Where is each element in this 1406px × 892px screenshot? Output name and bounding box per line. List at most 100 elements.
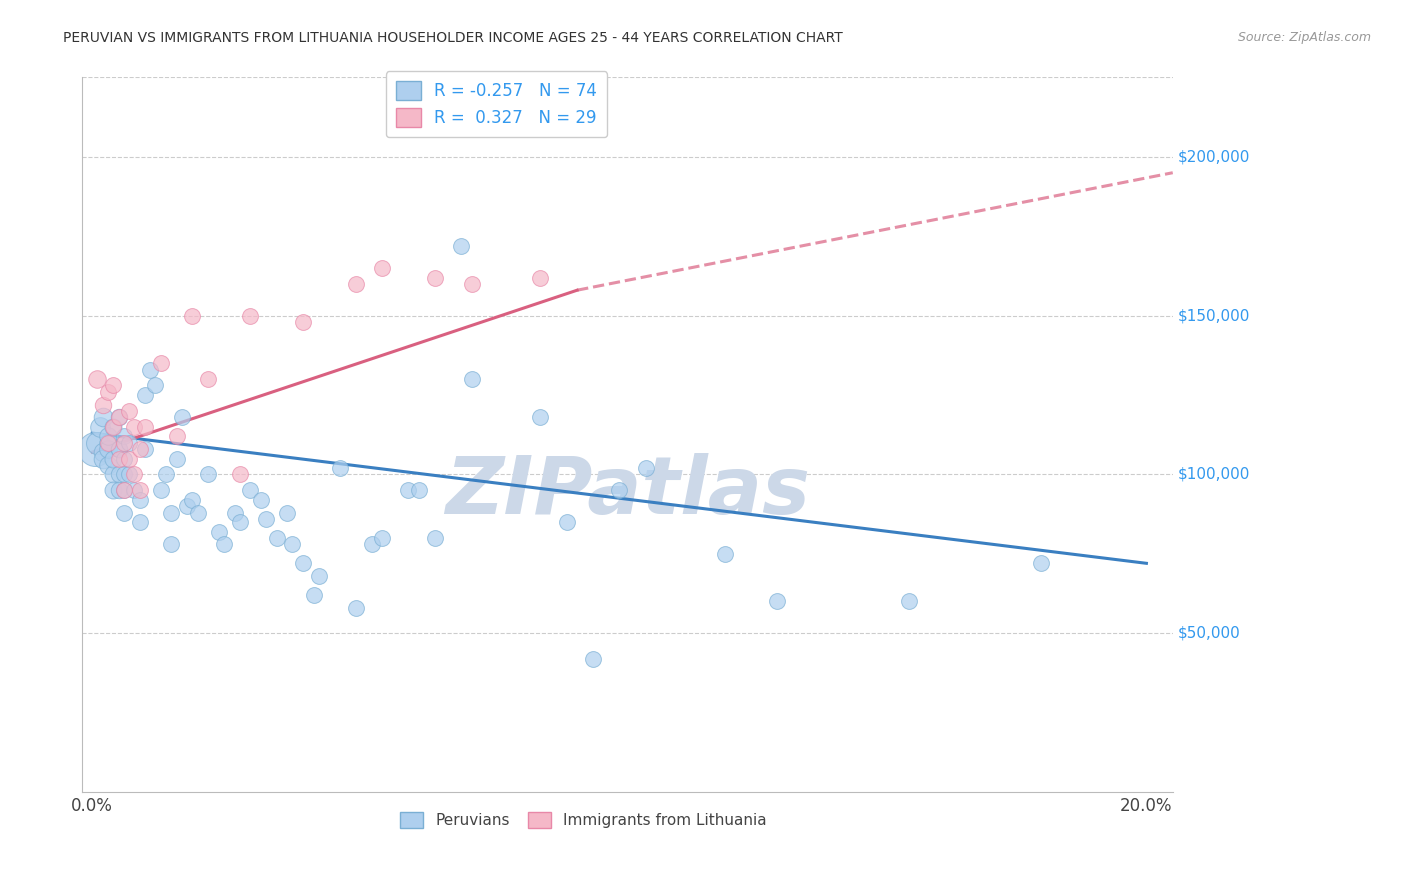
Point xyxy=(224,506,246,520)
Point xyxy=(344,600,367,615)
Point xyxy=(128,483,150,498)
Point xyxy=(197,467,219,482)
Point xyxy=(112,429,135,443)
Point xyxy=(176,499,198,513)
Point xyxy=(107,451,129,466)
Point xyxy=(97,429,120,443)
Point xyxy=(91,398,114,412)
Point xyxy=(107,483,129,498)
Legend: Peruvians, Immigrants from Lithuania: Peruvians, Immigrants from Lithuania xyxy=(394,805,773,834)
Point xyxy=(166,429,188,443)
Point xyxy=(103,467,125,482)
Point xyxy=(86,435,108,450)
Point xyxy=(181,492,204,507)
Point xyxy=(160,537,183,551)
Point xyxy=(239,309,262,323)
Point xyxy=(398,483,420,498)
Point xyxy=(86,372,108,386)
Point xyxy=(112,506,135,520)
Point xyxy=(149,356,172,370)
Point xyxy=(408,483,430,498)
Point xyxy=(292,315,315,329)
Point xyxy=(89,419,111,434)
Point xyxy=(107,410,129,425)
Point xyxy=(292,557,315,571)
Point xyxy=(460,277,482,291)
Point xyxy=(582,651,605,665)
Point xyxy=(423,531,446,545)
Point xyxy=(308,569,330,583)
Point xyxy=(107,442,129,456)
Point xyxy=(607,483,630,498)
Point xyxy=(187,506,209,520)
Point xyxy=(266,531,288,545)
Point xyxy=(1029,557,1052,571)
Point xyxy=(254,512,277,526)
Point xyxy=(112,483,135,498)
Point xyxy=(91,410,114,425)
Point xyxy=(97,384,120,399)
Point xyxy=(450,239,472,253)
Point xyxy=(371,531,394,545)
Point xyxy=(634,461,657,475)
Text: ZIPatlas: ZIPatlas xyxy=(444,453,810,531)
Text: $150,000: $150,000 xyxy=(1178,308,1250,323)
Point xyxy=(155,467,177,482)
Point xyxy=(112,451,135,466)
Text: $100,000: $100,000 xyxy=(1178,467,1250,482)
Text: $200,000: $200,000 xyxy=(1178,149,1250,164)
Point xyxy=(139,362,162,376)
Point xyxy=(91,445,114,459)
Point xyxy=(112,435,135,450)
Point xyxy=(107,410,129,425)
Point xyxy=(460,372,482,386)
Point xyxy=(97,458,120,472)
Text: Source: ZipAtlas.com: Source: ZipAtlas.com xyxy=(1237,31,1371,45)
Point xyxy=(103,483,125,498)
Point xyxy=(128,442,150,456)
Point xyxy=(97,435,120,450)
Point xyxy=(197,372,219,386)
Point xyxy=(112,467,135,482)
Point xyxy=(134,388,156,402)
Point xyxy=(91,451,114,466)
Point xyxy=(766,594,789,608)
Point xyxy=(124,419,146,434)
Point xyxy=(107,467,129,482)
Point xyxy=(134,442,156,456)
Point xyxy=(529,410,551,425)
Point xyxy=(181,309,204,323)
Point xyxy=(555,515,578,529)
Point xyxy=(208,524,231,539)
Text: $50,000: $50,000 xyxy=(1178,625,1240,640)
Point xyxy=(149,483,172,498)
Point xyxy=(229,467,252,482)
Point xyxy=(128,492,150,507)
Point xyxy=(118,467,141,482)
Point xyxy=(170,410,193,425)
Point xyxy=(423,270,446,285)
Point xyxy=(239,483,262,498)
Point xyxy=(112,483,135,498)
Point xyxy=(276,506,298,520)
Point xyxy=(212,537,235,551)
Point xyxy=(103,451,125,466)
Point xyxy=(124,483,146,498)
Point xyxy=(97,442,120,456)
Point xyxy=(124,467,146,482)
Point xyxy=(302,588,325,602)
Point xyxy=(344,277,367,291)
Point xyxy=(103,419,125,434)
Point xyxy=(103,419,125,434)
Point xyxy=(281,537,304,551)
Point xyxy=(898,594,921,608)
Point xyxy=(134,419,156,434)
Point xyxy=(166,451,188,466)
Text: PERUVIAN VS IMMIGRANTS FROM LITHUANIA HOUSEHOLDER INCOME AGES 25 - 44 YEARS CORR: PERUVIAN VS IMMIGRANTS FROM LITHUANIA HO… xyxy=(63,31,844,45)
Point xyxy=(329,461,352,475)
Point xyxy=(107,442,129,456)
Point xyxy=(118,404,141,418)
Point xyxy=(97,435,120,450)
Point xyxy=(713,547,735,561)
Point xyxy=(118,435,141,450)
